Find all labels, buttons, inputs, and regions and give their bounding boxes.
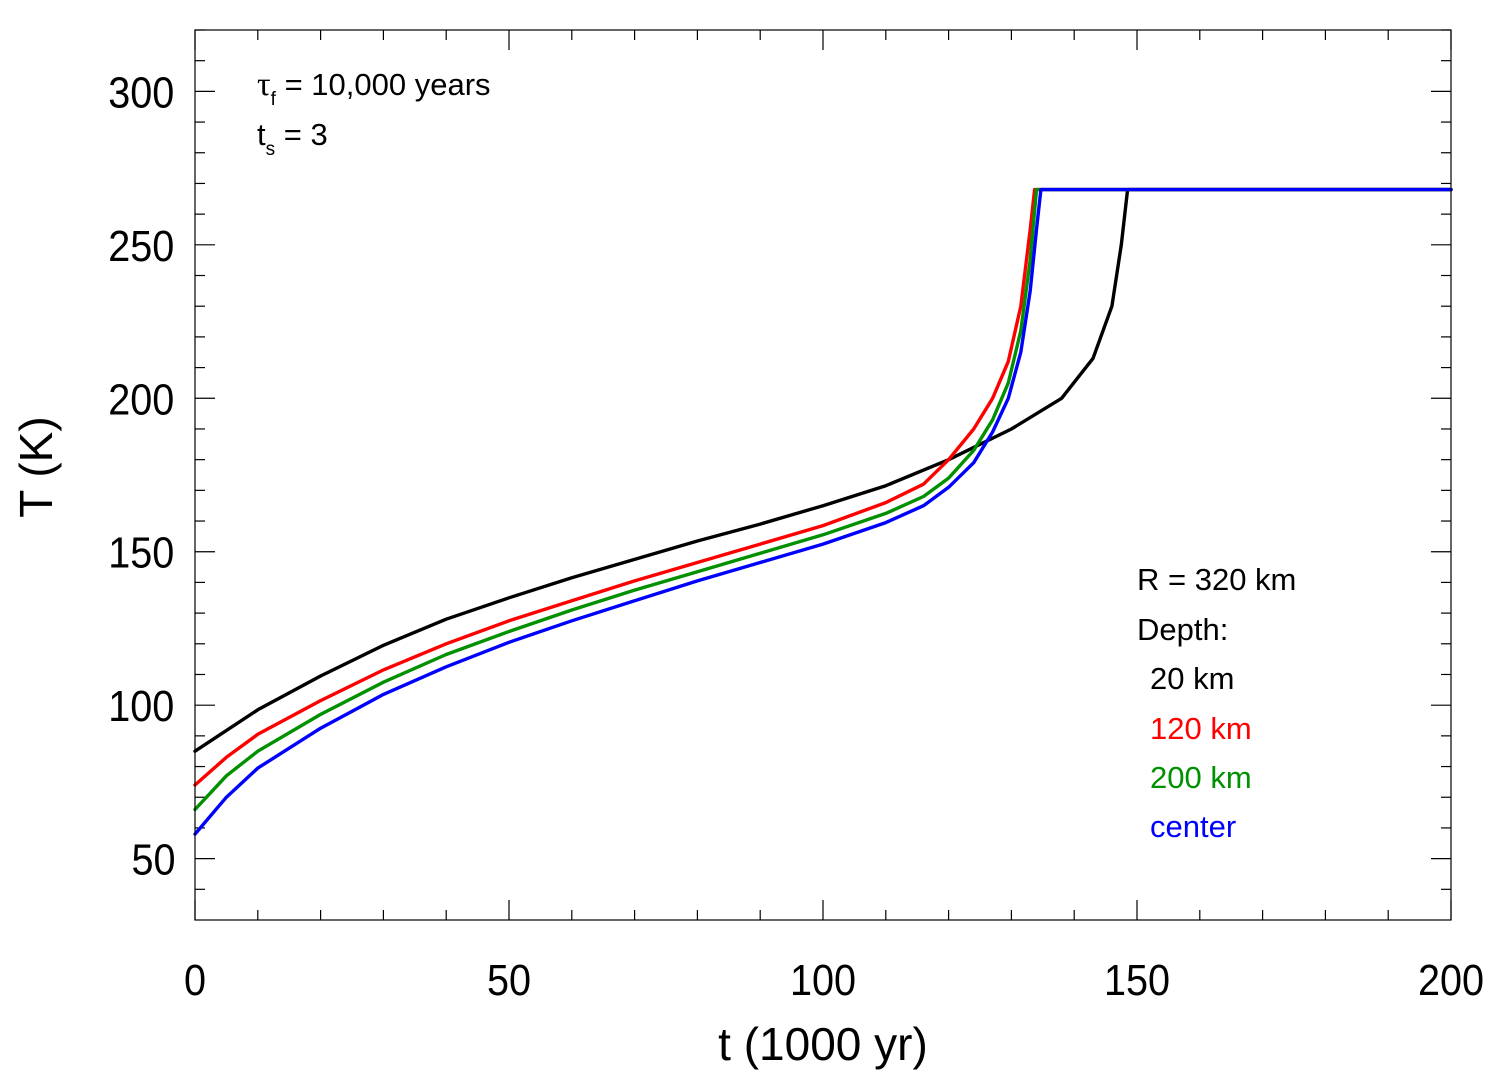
tau-value: = 10,000 years: [276, 67, 491, 102]
series-lines: [193, 187, 1453, 836]
series-line-20-km: [193, 187, 1453, 753]
x-tick-label: 150: [1104, 955, 1170, 1004]
y-tick-label: 100: [108, 681, 174, 730]
y-tick-label: 50: [132, 835, 176, 884]
y-axis-title: T (K): [10, 416, 62, 517]
x-tick-label: 50: [487, 955, 531, 1004]
y-tick-label: 150: [108, 528, 174, 577]
legend-radius: R = 320 km: [1137, 562, 1296, 597]
series-line-center: [193, 187, 1453, 836]
ts-annotation: ts = 3: [257, 117, 328, 160]
x-tick-label: 100: [790, 955, 856, 1004]
legend-entry-center: center: [1150, 809, 1236, 844]
ts-subscript: s: [266, 139, 276, 160]
y-tick-label: 300: [108, 67, 174, 116]
legend-entry-200km: 200 km: [1150, 760, 1252, 795]
legend-entry-120km: 120 km: [1150, 711, 1252, 746]
x-tick-label: 0: [184, 955, 206, 1004]
legend-depth-title: Depth:: [1137, 612, 1228, 647]
legend: R = 320 km Depth: 20 km 120 km 200 km ce…: [1137, 562, 1296, 844]
axis-ticks: [194, 29, 1452, 920]
ts-value: = 3: [275, 117, 328, 152]
tick-labels: 0 50 100 150 200 50 100 150 200 250 300: [108, 67, 1484, 1004]
y-tick-label: 250: [108, 221, 174, 270]
x-tick-label: 200: [1418, 955, 1484, 1004]
series-line-200-km: [193, 187, 1453, 812]
plot-frame: [194, 29, 1452, 921]
series-line-120-km: [193, 187, 1453, 787]
tau-subscript: f: [271, 89, 277, 110]
annotation-block: τf = 10,000 years ts = 3: [257, 66, 491, 160]
tau-annotation: τf = 10,000 years: [257, 66, 491, 110]
legend-entry-20km: 20 km: [1150, 661, 1234, 696]
y-tick-label: 200: [108, 374, 174, 423]
x-axis-title: t (1000 yr): [718, 1018, 928, 1070]
tau-symbol: τ: [257, 66, 271, 103]
ts-symbol: t: [257, 117, 266, 152]
